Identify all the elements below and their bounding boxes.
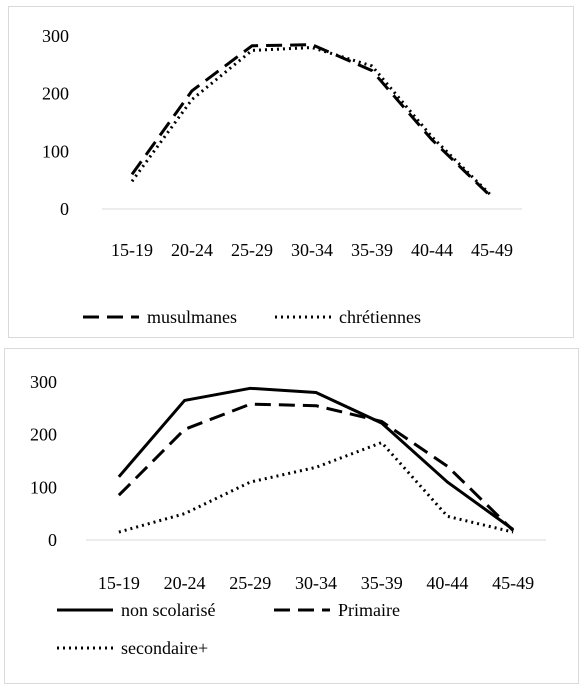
y-tick-label: 0: [60, 199, 69, 219]
x-tick-label: 30-34: [291, 240, 333, 260]
x-tick-label: 45-49: [471, 240, 513, 260]
series-line-1: [117, 402, 515, 532]
x-tick-label: 20-24: [164, 573, 206, 593]
chart-panel-education: 0 100 200 300 15-19 20-24 25-29 30-34 35-39 40-44…: [4, 348, 579, 684]
x-tick-label: 25-29: [231, 240, 273, 260]
legend-label-2: secondaire+: [121, 638, 208, 658]
x-tick-label: 15-19: [98, 573, 140, 593]
chart-panel-religion: 0 100 200 300 15-19 20-24 25-29 30-34 35-39 40-44…: [8, 6, 574, 338]
legend-label-1: Primaire: [338, 600, 400, 620]
y-tick-label: 200: [30, 425, 57, 445]
series-line-1: [130, 46, 494, 198]
x-tick-label: 45-49: [492, 573, 534, 593]
x-tick-label: 20-24: [171, 240, 213, 260]
series-line-0: [117, 386, 515, 531]
y-tick-label: 100: [30, 477, 57, 497]
chart-education: 0 100 200 300 15-19 20-24 25-29 30-34 35-39 40-44…: [30, 372, 546, 658]
legend-label-1: chrétiennes: [339, 307, 421, 327]
legend-label-0: musulmanes: [147, 307, 237, 327]
series-line-0: [130, 43, 494, 199]
y-tick-label: 0: [48, 530, 57, 550]
x-tick-label: 40-44: [411, 240, 453, 260]
legend-label-0: non scolarisé: [121, 600, 215, 620]
x-tick-label: 40-44: [426, 573, 468, 593]
chart-religion: 0 100 200 300 15-19 20-24 25-29 30-34 35-39 40-44…: [42, 26, 522, 327]
x-tick-label: 25-29: [229, 573, 271, 593]
x-tick-label: 35-39: [361, 573, 403, 593]
y-tick-label: 200: [42, 84, 69, 104]
x-tick-label: 30-34: [295, 573, 337, 593]
y-tick-label: 300: [30, 372, 57, 392]
x-tick-label: 15-19: [111, 240, 153, 260]
y-tick-label: 100: [42, 141, 69, 161]
x-tick-label: 35-39: [351, 240, 393, 260]
y-tick-label: 300: [42, 26, 69, 46]
